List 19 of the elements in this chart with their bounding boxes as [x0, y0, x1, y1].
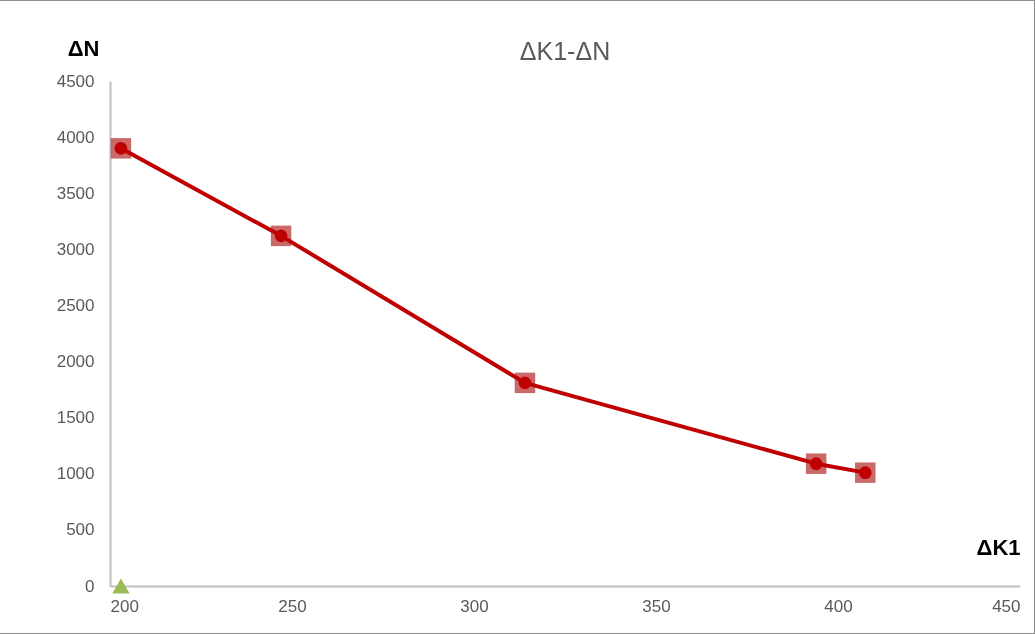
y-tick-label: 2500: [56, 295, 95, 315]
y-axis-title: ΔN: [67, 35, 100, 61]
x-tick-label: 300: [460, 596, 489, 616]
y-tick-label: 1500: [56, 408, 95, 428]
x-tick-label: 200: [110, 596, 139, 616]
y-tick-label: 1000: [56, 464, 95, 484]
y-tick-label: 4000: [56, 127, 95, 147]
x-axis-title: ΔK1: [976, 534, 1021, 560]
y-tick-label: 3000: [56, 239, 95, 259]
y-tick-label: 4500: [56, 71, 95, 91]
y-tick-label: 2000: [56, 352, 95, 372]
x-tick-label: 250: [278, 596, 307, 616]
x-tick-label: 350: [642, 596, 671, 616]
y-tick-label: 500: [66, 520, 95, 540]
y-tick-label: 3500: [56, 183, 95, 203]
x-tick-label: 400: [824, 596, 853, 616]
x-tick-label: 450: [992, 596, 1021, 616]
y-tick-label: 0: [85, 576, 95, 596]
chart-title: ΔK1-ΔN: [519, 37, 611, 65]
